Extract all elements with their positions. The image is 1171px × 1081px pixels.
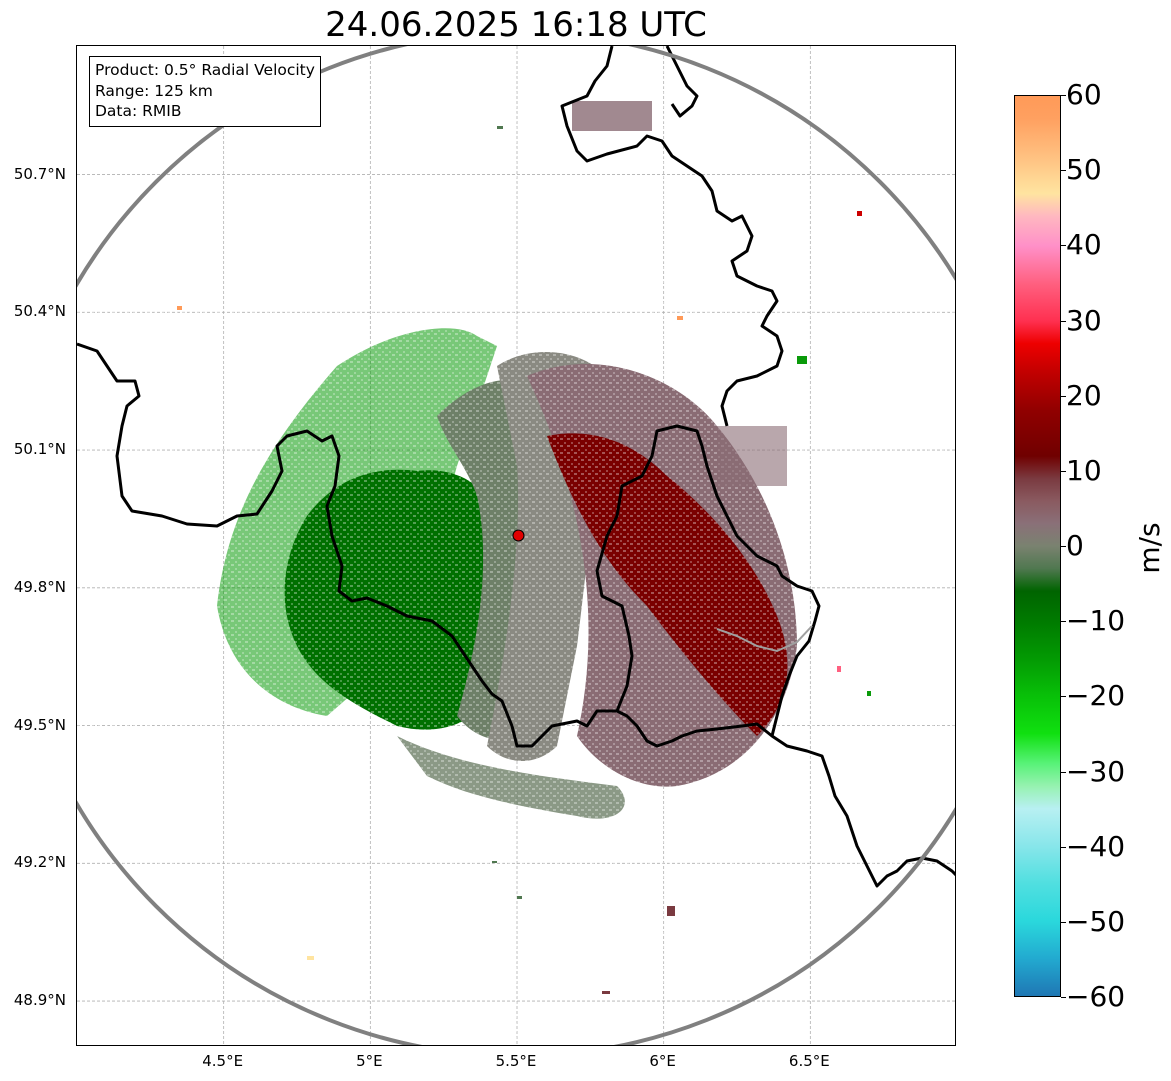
- minor-border: [716, 625, 813, 653]
- colorbar-tick-mark: [1061, 771, 1066, 773]
- info-box: Product: 0.5° Radial Velocity Range: 125…: [89, 56, 321, 127]
- border-luxembourg: [595, 424, 821, 737]
- radar-site-marker[interactable]: [512, 529, 525, 542]
- colorbar-tick-label: 10: [1066, 453, 1102, 487]
- colorbar-tick-label: 50: [1066, 153, 1102, 187]
- colorbar-tick-mark: [1061, 245, 1066, 247]
- colorbar-tick-mark: [1061, 621, 1066, 623]
- map-title: 24.06.2025 16:18 UTC: [325, 5, 707, 45]
- colorbar-label: m/s: [1133, 522, 1166, 574]
- lat-tick-label: 50.4°N: [13, 302, 66, 321]
- colorbar-tick-mark: [1061, 470, 1066, 472]
- colorbar-tick-mark: [1061, 696, 1066, 698]
- border-germany-north: [560, 46, 784, 427]
- lat-tick-label: 49.5°N: [13, 715, 66, 734]
- border-germany-east-fragment: [665, 46, 699, 118]
- colorbar-tick-label: 20: [1066, 378, 1102, 412]
- lat-tick-label: 50.7°N: [13, 164, 66, 183]
- colorbar-tick-label: 0: [1066, 529, 1084, 562]
- colorbar-tick-mark: [1061, 846, 1066, 848]
- lat-tick-label: 48.9°N: [13, 991, 66, 1010]
- colorbar: [1014, 95, 1061, 997]
- colorbar-tick-mark: [1061, 546, 1066, 547]
- colorbar-tick-label: 60: [1066, 78, 1102, 111]
- radar-map[interactable]: Product: 0.5° Radial Velocity Range: 125…: [76, 45, 956, 1046]
- colorbar-tick-mark: [1061, 997, 1066, 998]
- colorbar-tick-label: −50: [1066, 904, 1126, 938]
- lat-tick-label: 49.2°N: [13, 853, 66, 872]
- lon-tick-label: 5.5°E: [495, 1052, 537, 1070]
- colorbar-tick-label: −40: [1066, 829, 1126, 863]
- colorbar-tick-mark: [1061, 320, 1066, 322]
- lat-tick-label: 49.8°N: [13, 577, 66, 596]
- colorbar-tick-label: −60: [1066, 980, 1126, 1013]
- lon-tick-label: 5°E: [356, 1052, 383, 1070]
- info-range: Range: 125 km: [95, 81, 213, 100]
- border-belgium-france-west: [77, 342, 955, 888]
- colorbar-tick-mark: [1061, 921, 1066, 923]
- velocity-echoes: [77, 46, 955, 1045]
- colorbar-tick-label: 30: [1066, 303, 1102, 337]
- colorbar-tick-mark: [1061, 170, 1066, 172]
- colorbar-tick-mark: [1061, 395, 1066, 397]
- colorbar-tick-label: −30: [1066, 754, 1126, 788]
- lon-tick-label: 4.5°E: [202, 1052, 244, 1070]
- info-product: Product: 0.5° Radial Velocity: [95, 61, 315, 79]
- info-source: Data: RMIB: [95, 102, 182, 120]
- colorbar-tick-label: −10: [1066, 604, 1126, 638]
- lon-tick-label: 6.5°E: [788, 1052, 830, 1070]
- lon-tick-label: 6°E: [649, 1052, 676, 1070]
- lat-tick-label: 50.1°N: [13, 440, 66, 459]
- radar-map-canvas: [77, 46, 955, 1045]
- colorbar-tick-label: −20: [1066, 679, 1126, 713]
- colorbar-tick-label: 40: [1066, 228, 1102, 262]
- country-borders: [77, 46, 955, 888]
- colorbar-tick-mark: [1061, 95, 1066, 96]
